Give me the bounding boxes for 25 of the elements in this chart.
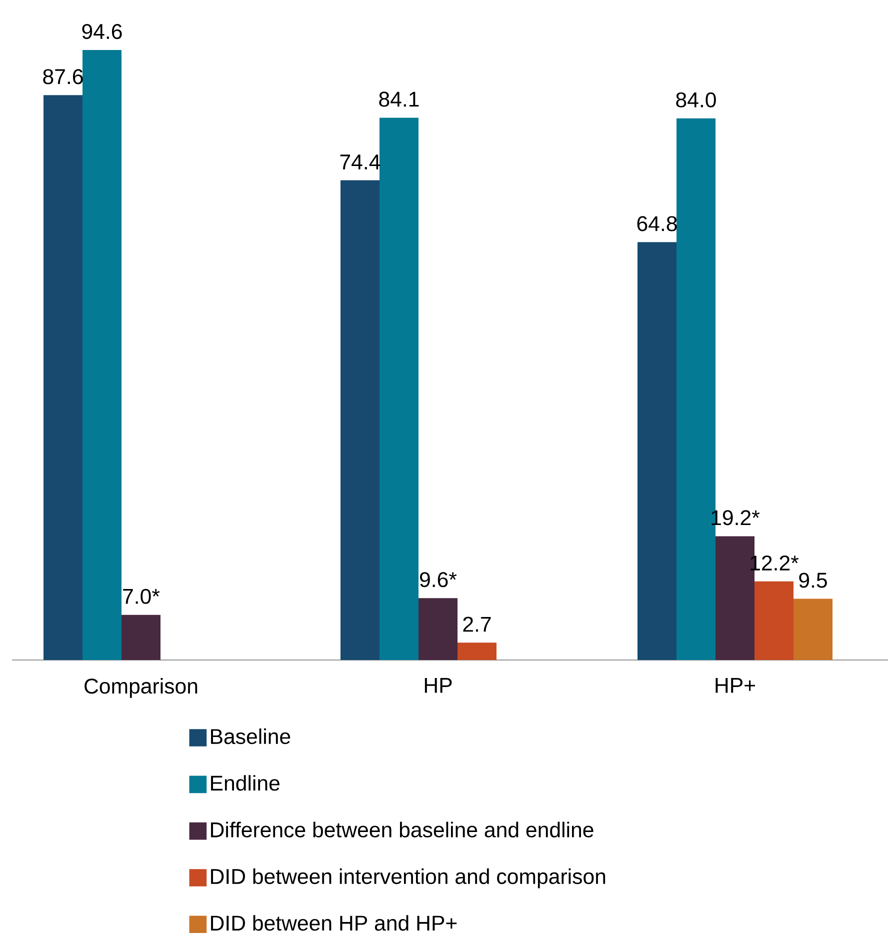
data-label: 84.0: [676, 92, 716, 108]
legend-label: DID between HP and HP+: [211, 915, 457, 931]
bar: [122, 614, 160, 660]
data-label: 9.6*: [420, 572, 457, 588]
bar: [380, 118, 418, 660]
legend-label: DID between intervention and comparison: [211, 868, 606, 888]
data-label: 2.7: [463, 616, 491, 632]
legend-label: Endline: [211, 775, 280, 791]
data-label: 84.1: [379, 92, 419, 107]
bar: [638, 242, 677, 660]
bar: [418, 598, 458, 660]
bar: [458, 642, 497, 660]
x-tick-label: Comparison: [84, 678, 198, 698]
bar: [340, 180, 380, 660]
bar: [794, 598, 832, 660]
x-tick-label: HP+: [716, 678, 755, 693]
data-label: 9.5: [799, 572, 827, 588]
legend-label: Baseline: [211, 728, 290, 744]
legend-label: Difference between baseline and endline: [211, 822, 594, 838]
data-label: 7.0*: [123, 588, 160, 604]
bar: [754, 581, 794, 660]
data-label: 94.6: [82, 24, 122, 40]
bar: [44, 95, 82, 660]
x-tick-label: HP: [424, 678, 452, 693]
bar: [82, 50, 122, 660]
